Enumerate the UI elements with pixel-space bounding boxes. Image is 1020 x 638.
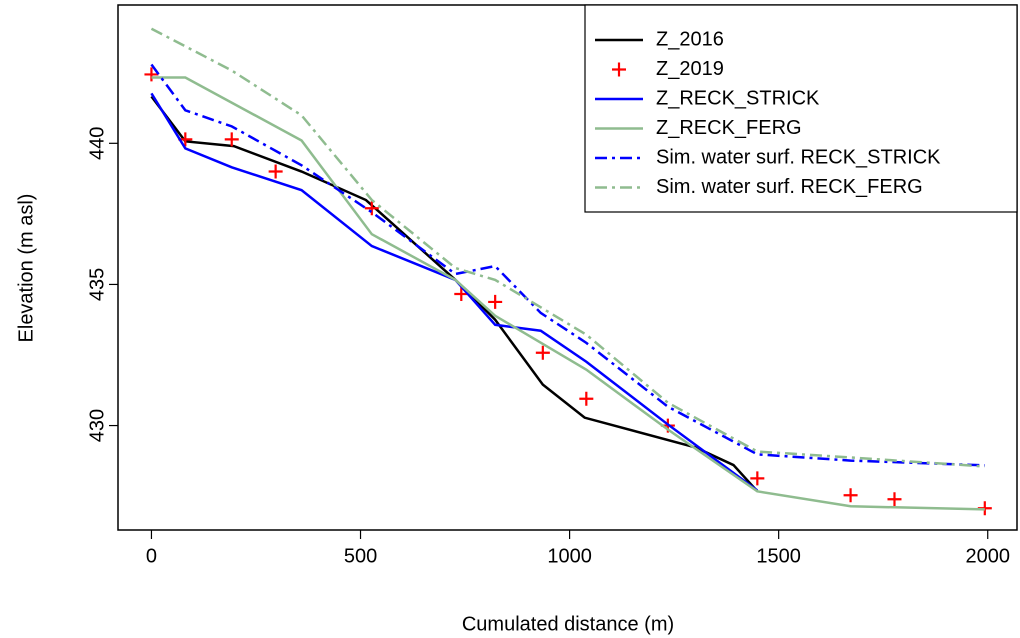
y-tick-label: 430 xyxy=(86,409,108,442)
point xyxy=(843,488,858,503)
legend-symbol xyxy=(612,62,626,77)
x-tick-label: 500 xyxy=(344,545,377,567)
legend-label: Z_2019 xyxy=(656,58,724,80)
point xyxy=(488,294,503,309)
point xyxy=(535,345,550,360)
legend-label: Sim. water surf. RECK_FERG xyxy=(656,176,923,198)
x-axis-label: Cumulated distance (m) xyxy=(462,613,674,635)
x-tick-label: 0 xyxy=(146,545,157,567)
point xyxy=(224,132,239,147)
point xyxy=(364,201,379,216)
legend-label: Sim. water surf. RECK_STRICK xyxy=(656,146,941,168)
legend-label: Z_RECK_FERG xyxy=(656,117,802,139)
legend-box xyxy=(584,4,1018,213)
point xyxy=(750,471,765,486)
plot-frame xyxy=(117,4,1018,531)
legend-label: Z_2016 xyxy=(656,28,724,50)
point xyxy=(268,164,283,179)
point xyxy=(454,287,469,302)
point xyxy=(887,492,902,507)
series-line xyxy=(150,27,985,468)
y-tick-label: 440 xyxy=(86,127,108,160)
y-axis-label: Elevation (m asl) xyxy=(15,194,37,343)
series-line xyxy=(151,76,985,511)
series-line xyxy=(150,63,985,467)
legend-label: Z_RECK_STRICK xyxy=(656,87,820,109)
x-tick-label: 1000 xyxy=(547,545,592,567)
point xyxy=(144,67,159,82)
x-tick-label: 1500 xyxy=(756,545,801,567)
point xyxy=(579,391,594,406)
x-tick-label: 2000 xyxy=(965,545,1010,567)
y-tick-label: 435 xyxy=(86,268,108,301)
plot-area xyxy=(144,27,992,516)
